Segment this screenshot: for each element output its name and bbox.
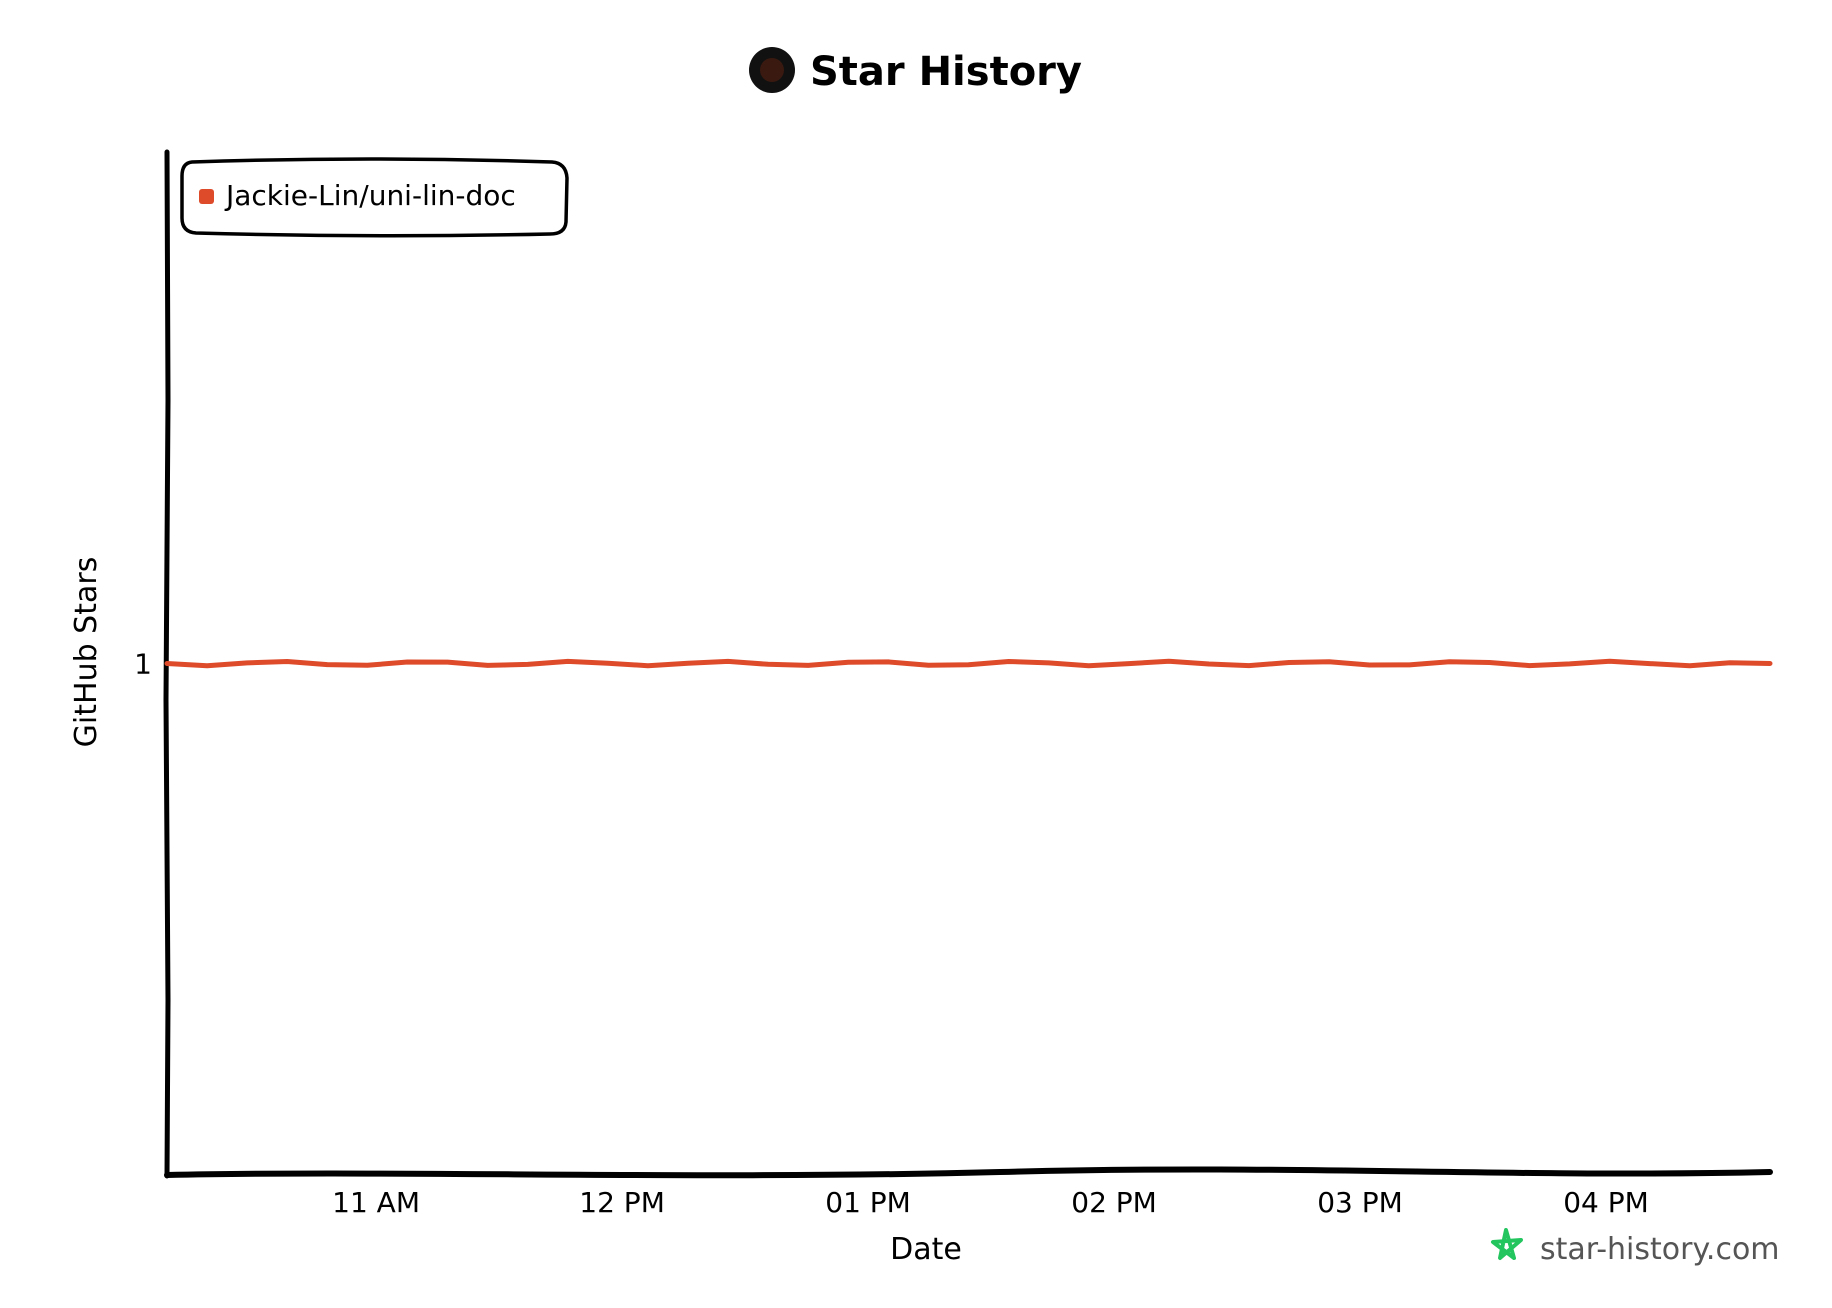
- x-axis-label: Date: [890, 1232, 962, 1267]
- legend: Jackie-Lin/uni-lin-doc: [180, 157, 569, 238]
- x-ticks: 11 AM 12 PM 01 PM 02 PM 03 PM 04 PM: [332, 1186, 1649, 1219]
- x-tick-label: 11 AM: [332, 1186, 420, 1219]
- x-tick-label: 01 PM: [825, 1186, 911, 1219]
- x-tick-label: 03 PM: [1317, 1186, 1403, 1219]
- series-group: [164, 658, 1773, 669]
- series-line: [164, 658, 1773, 669]
- watermark-text: star-history.com: [1540, 1232, 1780, 1267]
- chart-title-group: Star History: [749, 47, 1082, 95]
- legend-box: [180, 157, 569, 238]
- y-axis-label: GitHub Stars: [69, 557, 104, 748]
- legend-label: Jackie-Lin/uni-lin-doc: [224, 179, 516, 212]
- y-axis-line: [163, 149, 171, 1179]
- x-tick-label: 04 PM: [1563, 1186, 1649, 1219]
- x-tick-label: 02 PM: [1071, 1186, 1157, 1219]
- x-axis-line: [164, 1166, 1773, 1179]
- y-tick-label: 1: [134, 648, 152, 681]
- chart-title: Star History: [810, 49, 1082, 95]
- watermark: star-history.com: [1491, 1228, 1780, 1267]
- x-tick-label: 12 PM: [579, 1186, 665, 1219]
- y-ticks: 1: [134, 648, 152, 681]
- avatar-icon-inner: [760, 58, 784, 82]
- axes: [163, 149, 1773, 1179]
- legend-swatch: [199, 189, 214, 204]
- star-icon: [1491, 1228, 1523, 1260]
